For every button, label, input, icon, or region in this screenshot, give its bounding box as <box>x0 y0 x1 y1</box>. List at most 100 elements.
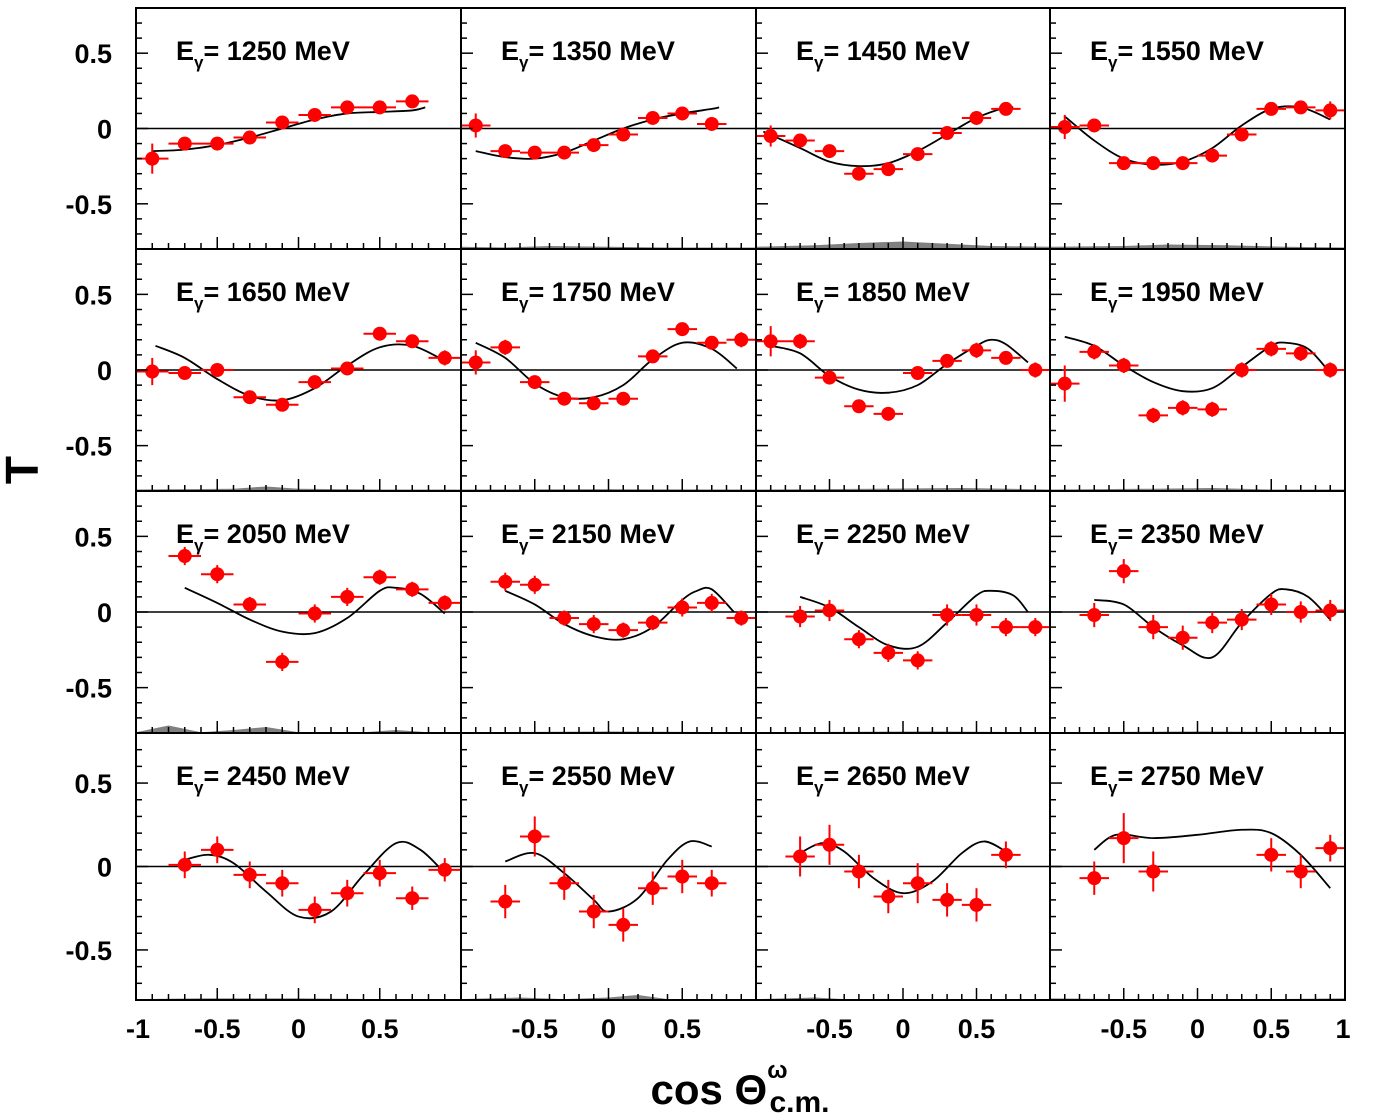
panel-label-prefix: E <box>1090 36 1108 66</box>
data-marker <box>793 609 808 624</box>
data-point <box>1315 834 1345 862</box>
y-tick-label: 0.5 <box>74 769 112 799</box>
data-marker <box>307 375 322 390</box>
data-marker <box>557 145 572 160</box>
data-point <box>298 107 331 122</box>
data-point <box>608 127 638 142</box>
data-point <box>961 342 992 358</box>
y-tick-label: 0 <box>97 115 112 145</box>
data-marker <box>145 151 160 166</box>
panel-plot-area <box>756 824 1050 1000</box>
data-point <box>266 869 299 897</box>
data-marker <box>763 334 778 349</box>
data-marker <box>675 322 690 337</box>
y-tick-label: 0 <box>97 853 112 883</box>
data-point <box>298 375 331 390</box>
data-marker <box>1205 148 1220 163</box>
data-marker <box>1205 615 1220 630</box>
data-marker <box>275 876 290 891</box>
data-marker <box>557 611 572 626</box>
data-point <box>136 357 169 386</box>
data-point <box>814 824 845 865</box>
x-axis-label-main: cos Θ <box>650 1066 767 1113</box>
data-point <box>1138 615 1168 640</box>
data-marker <box>586 138 601 153</box>
data-marker <box>998 101 1013 116</box>
x-tick-label: -0.5 <box>511 1014 558 1044</box>
data-point <box>1286 345 1316 361</box>
data-point <box>520 375 550 390</box>
panel-label-subscript: γ <box>194 778 204 797</box>
y-tick-label: -0.5 <box>65 432 112 462</box>
data-point <box>932 604 962 626</box>
data-point <box>461 350 491 375</box>
data-marker <box>1293 864 1308 879</box>
data-point <box>1227 362 1257 378</box>
panel-1550: Eγ= 1550 MeV <box>1049 7 1346 250</box>
data-marker <box>704 116 719 131</box>
data-marker <box>734 611 749 626</box>
panel-2650: Eγ= 2650 MeV <box>755 732 1051 1001</box>
data-marker <box>763 129 778 144</box>
data-marker <box>851 166 866 181</box>
data-point <box>961 888 992 922</box>
x-tick-label: 0.5 <box>958 1014 996 1044</box>
data-point <box>1286 854 1316 889</box>
panel-label-prefix: E <box>796 277 814 307</box>
data-marker <box>1057 119 1072 134</box>
data-point <box>266 115 299 130</box>
data-marker <box>405 94 420 109</box>
panel-label-subscript: γ <box>814 536 824 555</box>
data-point <box>428 858 461 882</box>
data-point <box>1109 357 1139 374</box>
panel-1450: Eγ= 1450 MeV <box>755 7 1051 250</box>
panel-1850: Eγ= 1850 MeV <box>755 248 1051 492</box>
panel-label-prefix: E <box>796 36 814 66</box>
panels-grid: Eγ= 1250 MeV Eγ= 1350 MeV Eγ= 1450 MeV Eγ= … <box>135 7 1346 1001</box>
data-point <box>726 332 756 348</box>
data-marker <box>586 396 601 411</box>
data-marker <box>527 145 542 160</box>
data-point <box>1020 362 1050 378</box>
data-marker <box>910 876 925 891</box>
data-point <box>903 863 933 904</box>
data-marker <box>372 866 387 881</box>
data-point <box>756 326 786 357</box>
data-point <box>756 125 786 147</box>
data-marker <box>405 891 420 906</box>
data-marker <box>468 118 483 133</box>
y-tick-label: -0.5 <box>65 936 112 966</box>
data-point <box>298 604 331 623</box>
panel-label-prefix: E <box>501 277 519 307</box>
panel-2250: Eγ= 2250 MeV <box>755 490 1051 734</box>
data-marker <box>969 343 984 358</box>
data-point <box>697 593 727 612</box>
data-marker <box>372 570 387 585</box>
data-marker <box>881 406 896 421</box>
x-tick-label: 0 <box>895 1014 910 1044</box>
panel-energy-label: Eγ= 1450 MeV <box>796 36 970 72</box>
data-marker <box>616 917 631 932</box>
data-marker <box>557 391 572 406</box>
panel-label-subscript: γ <box>1108 778 1118 797</box>
data-marker <box>969 110 984 125</box>
data-point <box>638 349 668 364</box>
panel-energy-label: Eγ= 2250 MeV <box>796 519 970 555</box>
data-point <box>1227 127 1257 142</box>
panel-label-suffix: = 2250 MeV <box>823 519 969 549</box>
data-marker <box>275 654 290 669</box>
data-point <box>331 100 364 115</box>
data-marker <box>275 115 290 130</box>
panel-label-suffix: = 2650 MeV <box>823 761 969 791</box>
data-point <box>1020 618 1050 637</box>
data-point <box>1197 401 1227 417</box>
data-point <box>903 147 933 162</box>
model-curve <box>770 338 1029 394</box>
data-marker <box>675 600 690 615</box>
data-point <box>363 859 396 887</box>
data-point <box>785 605 815 628</box>
data-point <box>1050 114 1080 140</box>
data-marker <box>242 867 257 882</box>
data-point <box>1109 813 1139 864</box>
panel-label-suffix: = 1350 MeV <box>528 36 674 66</box>
